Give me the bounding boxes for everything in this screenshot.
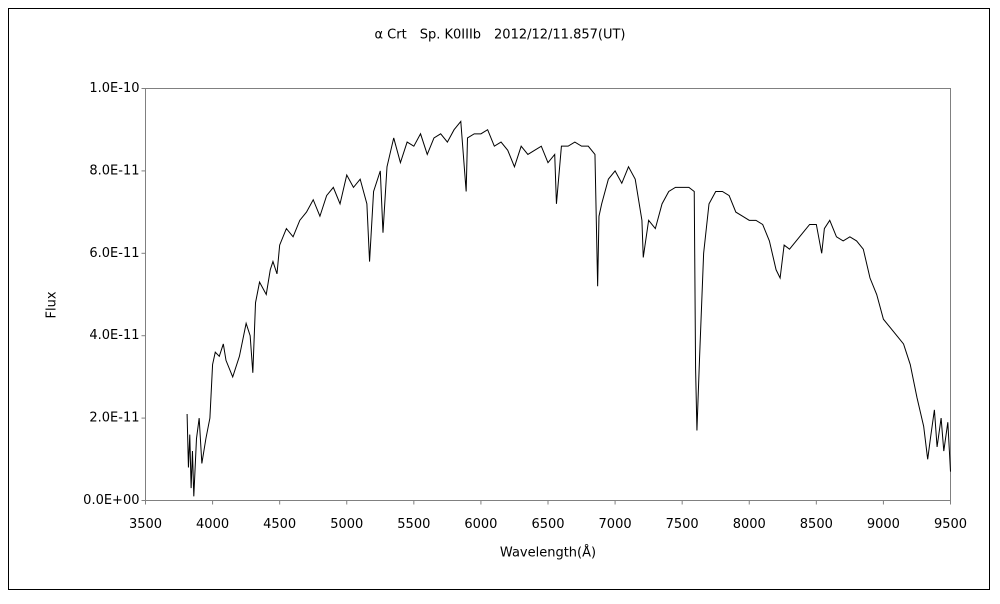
spectrum-line — [186, 120, 951, 497]
y-tick-label: 0.0E+00 — [83, 493, 139, 508]
y-tick-label: 1.0E-10 — [89, 81, 139, 96]
x-tick-label: 8500 — [800, 517, 833, 532]
y-axis-label: Flux — [45, 291, 60, 318]
x-tick-label: 3500 — [129, 517, 162, 532]
y-tick-label: 4.0E-11 — [89, 328, 139, 343]
x-tick-label: 4500 — [263, 517, 296, 532]
y-tick-label: 8.0E-11 — [89, 163, 139, 178]
chart-border — [8, 8, 990, 590]
x-tick-label: 9500 — [934, 517, 967, 532]
x-tick-label: 6500 — [531, 517, 564, 532]
y-tick-label: 2.0E-11 — [89, 411, 139, 426]
x-axis-label: Wavelength(Å) — [500, 545, 596, 561]
x-tick-label: 5500 — [397, 517, 430, 532]
x-tick-label: 7000 — [599, 517, 632, 532]
x-tick-label: 9000 — [867, 517, 900, 532]
x-tick-label: 6000 — [464, 517, 497, 532]
x-tick-label: 4000 — [196, 517, 229, 532]
x-tick-label: 7500 — [666, 517, 699, 532]
x-tick-label: 5000 — [330, 517, 363, 532]
y-tick-label: 6.0E-11 — [89, 246, 139, 261]
chart-title: α Crt Sp. K0IIIb 2012/12/11.857(UT) — [374, 28, 625, 43]
x-tick-label: 8000 — [733, 517, 766, 532]
